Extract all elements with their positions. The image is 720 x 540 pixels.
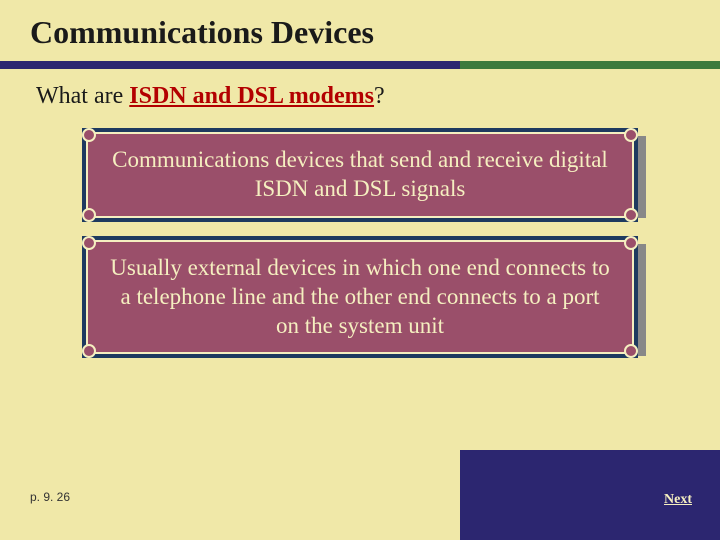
next-button[interactable]: Next <box>652 492 692 508</box>
corner-ornament <box>624 208 638 222</box>
subtitle-prefix: What are <box>36 83 129 109</box>
card-text: Usually external devices in which one en… <box>110 254 610 340</box>
corner-ornament <box>82 128 96 142</box>
title-area: Communications Devices <box>0 0 720 61</box>
subtitle-suffix: ? <box>374 83 385 109</box>
corner-ornament <box>624 128 638 142</box>
card-text: Communications devices that send and rec… <box>110 146 610 204</box>
corner-ornament <box>82 344 96 358</box>
info-card-1: Communications devices that send and rec… <box>82 128 638 210</box>
card-inner: Usually external devices in which one en… <box>86 240 634 354</box>
card-outer: Usually external devices in which one en… <box>82 236 638 358</box>
corner-ornament <box>624 344 638 358</box>
divider-left <box>0 61 460 69</box>
divider-right <box>460 61 720 69</box>
next-label: Next <box>664 492 692 508</box>
corner-ornament <box>82 208 96 222</box>
card-inner: Communications devices that send and rec… <box>86 132 634 218</box>
card-outer: Communications devices that send and rec… <box>82 128 638 222</box>
subtitle-area: What are ISDN and DSL modems? <box>0 69 720 128</box>
corner-ornament <box>624 236 638 250</box>
subtitle: What are ISDN and DSL modems? <box>36 83 684 110</box>
footer: p. 9. 26 Next <box>0 450 720 540</box>
divider <box>0 61 720 69</box>
page-title: Communications Devices <box>30 14 690 51</box>
subtitle-highlight: ISDN and DSL modems <box>129 83 374 109</box>
page-reference: p. 9. 26 <box>30 490 70 504</box>
corner-ornament <box>82 236 96 250</box>
content: Communications devices that send and rec… <box>0 128 720 348</box>
info-card-2: Usually external devices in which one en… <box>82 236 638 348</box>
